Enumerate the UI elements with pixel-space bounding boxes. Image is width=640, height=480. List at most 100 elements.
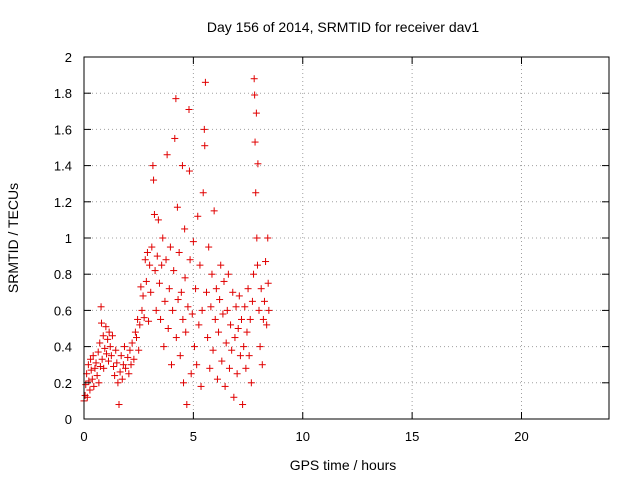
data-point bbox=[87, 355, 95, 363]
data-point bbox=[224, 270, 232, 278]
data-point bbox=[119, 361, 127, 369]
data-point bbox=[82, 381, 90, 389]
data-point bbox=[160, 343, 168, 351]
data-point bbox=[128, 339, 136, 347]
data-point bbox=[241, 303, 249, 311]
data-point bbox=[149, 162, 157, 170]
data-point bbox=[146, 261, 154, 269]
data-point bbox=[155, 279, 163, 287]
data-point bbox=[181, 225, 189, 233]
data-point bbox=[137, 283, 145, 291]
data-point bbox=[90, 382, 98, 390]
data-point bbox=[172, 334, 180, 342]
data-point bbox=[91, 364, 99, 372]
data-point bbox=[108, 332, 116, 340]
data-point bbox=[247, 379, 255, 387]
data-point bbox=[131, 328, 139, 336]
data-point bbox=[124, 353, 132, 361]
data-point bbox=[240, 343, 248, 351]
data-point bbox=[140, 314, 148, 322]
data-point bbox=[92, 359, 100, 367]
data-point bbox=[106, 343, 114, 351]
data-point bbox=[141, 256, 149, 264]
data-point bbox=[117, 352, 125, 360]
data-point bbox=[112, 346, 120, 354]
data-point bbox=[248, 297, 256, 305]
data-point bbox=[175, 248, 183, 256]
data-point bbox=[173, 203, 181, 211]
data-point bbox=[93, 372, 101, 380]
data-point bbox=[118, 375, 126, 383]
data-point bbox=[136, 321, 144, 329]
data-point bbox=[142, 277, 150, 285]
data-point bbox=[200, 125, 208, 133]
data-point bbox=[222, 339, 230, 347]
y-tick-label: 1.8 bbox=[54, 86, 72, 101]
data-point bbox=[147, 288, 155, 296]
data-point bbox=[253, 234, 261, 242]
data-point bbox=[105, 357, 112, 365]
data-point bbox=[223, 306, 231, 314]
data-point bbox=[177, 288, 185, 296]
data-point bbox=[185, 167, 193, 175]
data-point bbox=[234, 325, 242, 332]
data-point bbox=[98, 319, 105, 327]
data-point bbox=[158, 261, 166, 269]
data-point bbox=[225, 364, 233, 372]
data-point bbox=[243, 328, 251, 336]
data-point bbox=[184, 303, 192, 311]
data-point bbox=[153, 252, 161, 260]
data-point bbox=[231, 334, 239, 342]
data-point bbox=[154, 216, 162, 224]
data-point bbox=[212, 285, 220, 293]
data-point bbox=[100, 364, 108, 372]
data-point bbox=[254, 160, 262, 168]
x-tick-label: 10 bbox=[296, 429, 310, 444]
data-point bbox=[221, 382, 229, 390]
data-point bbox=[102, 323, 110, 331]
data-point bbox=[210, 207, 218, 215]
data-point bbox=[213, 375, 221, 383]
data-point bbox=[198, 306, 206, 314]
data-point bbox=[233, 370, 241, 378]
data-point bbox=[96, 363, 104, 371]
data-point bbox=[192, 285, 200, 293]
x-tick-label: 20 bbox=[514, 429, 528, 444]
data-point bbox=[211, 315, 219, 323]
data-point bbox=[152, 306, 160, 314]
data-point bbox=[179, 315, 187, 323]
data-point bbox=[94, 348, 102, 356]
data-point bbox=[86, 386, 94, 394]
data-point bbox=[236, 352, 244, 360]
data-point bbox=[171, 134, 179, 142]
data-point bbox=[208, 270, 216, 278]
data-point bbox=[250, 270, 258, 278]
y-tick-label: 0 bbox=[65, 412, 72, 427]
data-point bbox=[201, 78, 209, 86]
data-point bbox=[139, 292, 147, 300]
data-point bbox=[194, 212, 202, 220]
y-tick-label: 1.4 bbox=[54, 159, 72, 174]
data-point bbox=[161, 297, 169, 305]
data-point bbox=[169, 306, 177, 314]
data-point bbox=[135, 346, 143, 354]
grid-lines bbox=[84, 57, 609, 419]
data-point bbox=[166, 243, 174, 251]
data-point bbox=[87, 366, 95, 374]
data-point bbox=[95, 379, 103, 387]
data-point bbox=[101, 344, 109, 352]
data-point bbox=[176, 352, 184, 360]
data-point bbox=[97, 303, 105, 311]
data-point bbox=[127, 361, 135, 369]
data-point bbox=[89, 352, 97, 360]
data-point bbox=[246, 315, 254, 323]
data-point bbox=[251, 91, 259, 99]
y-tick-label: 0.2 bbox=[54, 376, 72, 391]
data-points bbox=[80, 75, 273, 409]
data-point bbox=[133, 334, 140, 342]
data-point bbox=[206, 364, 214, 372]
y-axis-label: SRMTID / TECUs bbox=[5, 183, 21, 293]
data-point bbox=[263, 321, 271, 329]
data-point bbox=[105, 328, 113, 336]
